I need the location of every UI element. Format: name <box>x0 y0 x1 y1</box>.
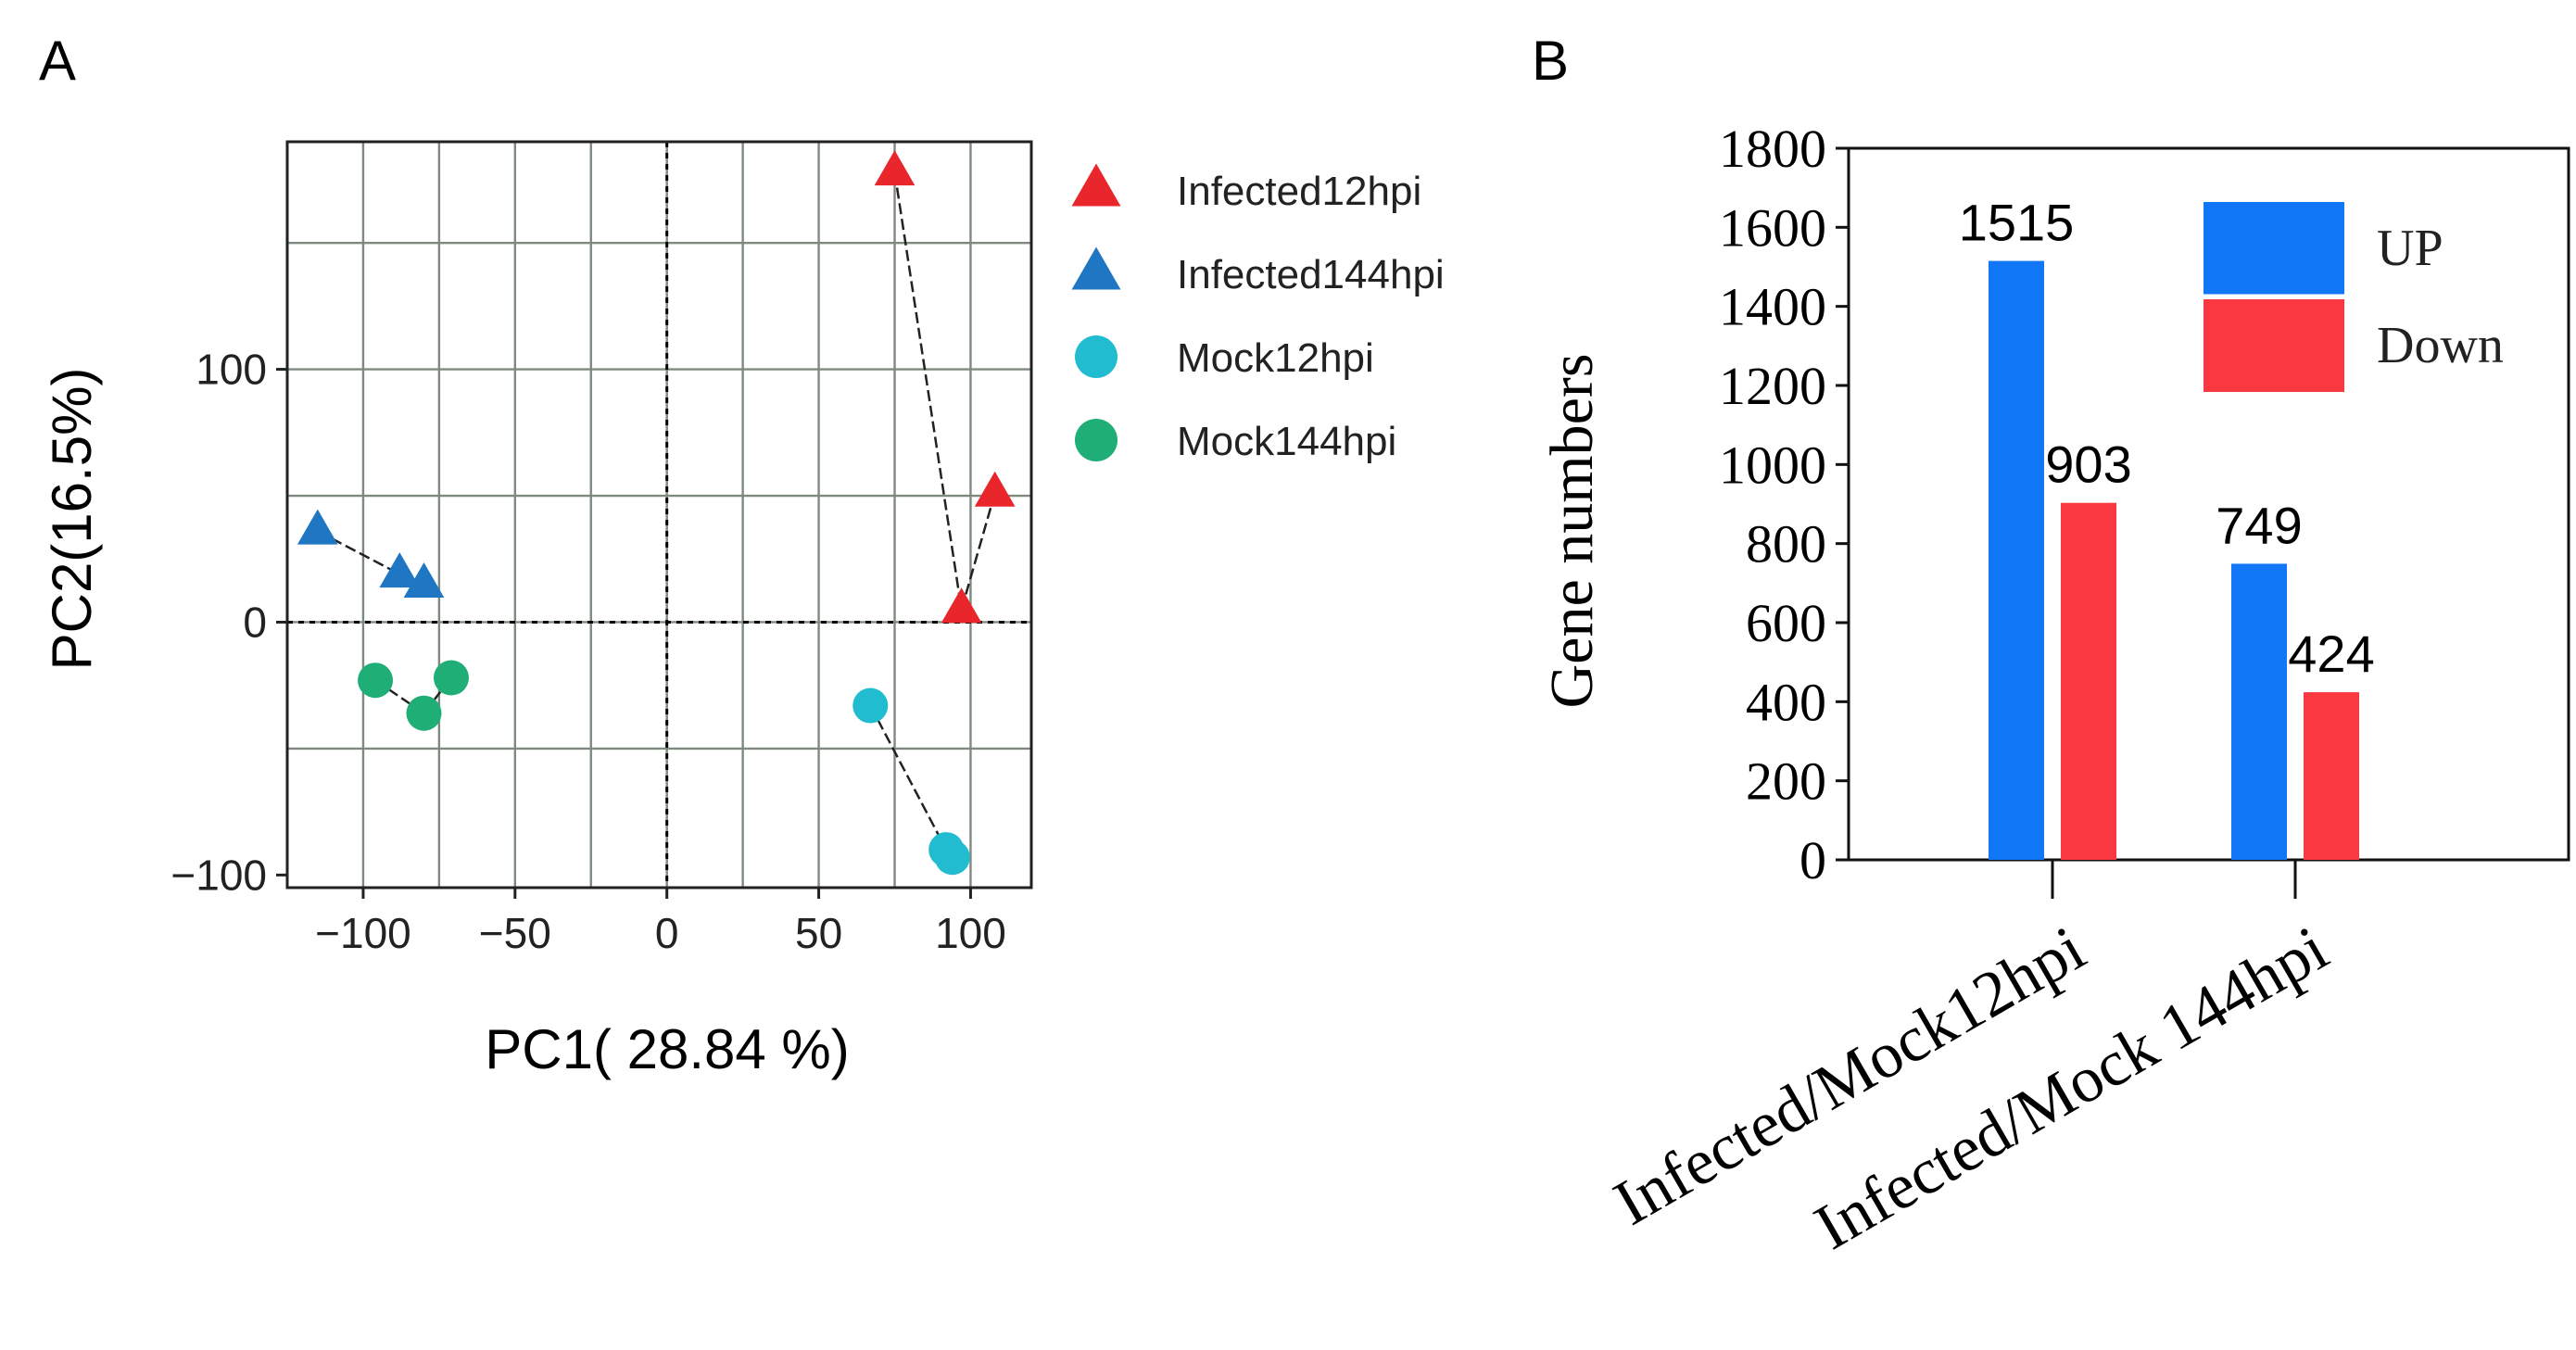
bar-y-tick-label: 600 <box>1746 593 1826 653</box>
legend-label-infected12hpi: Infected12hpi <box>1177 169 1421 214</box>
pca-legend: Infected12hpi Infected144hpi Mock12hpi Mock… <box>1071 163 1445 464</box>
pca-y-tick-label: 100 <box>196 346 267 394</box>
pca-link-infected12hpi <box>960 492 996 611</box>
legend-swatch-up <box>2203 202 2344 295</box>
bar-legend: UP Down <box>2203 202 2504 392</box>
pca-point-infected12hpi <box>941 587 982 624</box>
pca-x-tick-label: 100 <box>935 909 1006 957</box>
bar-value-label: 1515 <box>1959 194 2075 252</box>
pca-plot-frame <box>285 140 1033 889</box>
bar-y-tick-label: 1800 <box>1719 119 1826 179</box>
pca-grid <box>285 140 1033 889</box>
bar-value-label: 749 <box>2216 496 2302 554</box>
bar-y-tick-label: 1600 <box>1719 197 1826 258</box>
pca-point-mock12hpi <box>934 839 970 876</box>
bar-up-1 <box>1989 260 2044 861</box>
pca-reference-lines <box>287 142 1031 888</box>
pca-link-mock12hpi <box>869 704 948 851</box>
bar-plot-frame <box>1847 146 2570 862</box>
pca-point-mock144hpi <box>433 660 469 696</box>
pca-link-infected12hpi <box>893 171 963 611</box>
pca-point-infected12hpi <box>974 471 1016 507</box>
pca-x-axis: −100 −50 0 50 100 <box>315 888 1006 957</box>
pca-point-infected12hpi <box>874 150 915 186</box>
legend-swatch-mock144hpi <box>1075 419 1118 461</box>
bar-y-axis-title: Gene numbers <box>1538 353 1606 708</box>
pca-x-axis-title: PC1( 28.84 %) <box>485 1018 850 1080</box>
bar-y-tick-label: 400 <box>1746 672 1826 732</box>
bar-value-label: 424 <box>2288 625 2374 683</box>
pca-x-tick-label: −100 <box>315 909 411 957</box>
pca-x-tick-label: 50 <box>795 909 842 957</box>
pca-y-tick-label: −100 <box>170 851 267 899</box>
legend-label-mock12hpi: Mock12hpi <box>1177 335 1374 381</box>
pca-point-infected144hpi <box>379 552 421 588</box>
bar-value-label: 903 <box>2045 435 2131 494</box>
panel-b-label: B <box>1532 30 1569 92</box>
bar-up-2 <box>2231 563 2287 860</box>
panel-b: B 0 200 400 600 800 1000 1200 1400 1600 1800 1515… <box>1532 30 2570 1264</box>
pca-point-infected144hpi <box>403 561 445 598</box>
legend-swatch-down <box>2203 299 2344 392</box>
bar-y-tick-label: 800 <box>1746 514 1826 574</box>
panel-a: A −100 −50 0 50 100 −100 0 100 PC1( 28.84 %) P… <box>39 30 1445 1080</box>
bar-y-tick-label: 1400 <box>1719 277 1826 337</box>
bar-y-tick-label: 1200 <box>1719 356 1826 416</box>
bar-y-tick-label: 200 <box>1746 751 1826 812</box>
bar-y-tick-label: 1000 <box>1719 435 1826 495</box>
legend-swatch-infected12hpi <box>1071 163 1121 207</box>
pca-point-mock12hpi <box>852 688 889 724</box>
pca-point-infected144hpi <box>297 509 338 545</box>
pca-point-mock144hpi <box>358 662 394 699</box>
panel-a-label: A <box>39 30 76 92</box>
pca-x-tick-label: 0 <box>655 909 679 957</box>
legend-label-mock144hpi: Mock144hpi <box>1177 419 1396 464</box>
legend-swatch-mock12hpi <box>1075 335 1118 378</box>
bar-series: 1515 903 749 424 <box>1959 194 2375 861</box>
bar-y-axis: 0 200 400 600 800 1000 1200 1400 1600 1800 <box>1719 119 1849 890</box>
pca-y-axis: −100 0 100 <box>170 346 287 899</box>
bar-y-tick-label: 0 <box>1799 830 1826 890</box>
pca-point-mock144hpi <box>406 695 442 731</box>
pca-x-tick-label: −50 <box>479 909 551 957</box>
legend-label-infected144hpi: Infected144hpi <box>1177 252 1445 297</box>
legend-label-up: UP <box>2377 220 2443 277</box>
pca-sample-links <box>317 171 996 859</box>
bar-down-1 <box>2061 502 2116 860</box>
pca-y-tick-label: 0 <box>243 598 267 646</box>
bar-down-2 <box>2304 692 2359 860</box>
legend-label-down: Down <box>2377 317 2504 374</box>
pca-points <box>297 150 1016 876</box>
legend-swatch-infected144hpi <box>1071 246 1121 290</box>
pca-y-axis-title: PC2(16.5%) <box>41 368 103 671</box>
